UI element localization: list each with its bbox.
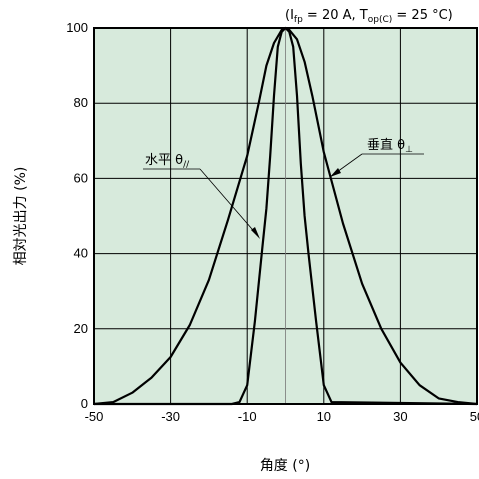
series-line-horizontal bbox=[94, 26, 478, 406]
y-tick-labels: 0 20 40 60 80 100 bbox=[66, 20, 88, 411]
y-tick-label: 100 bbox=[66, 20, 88, 35]
x-tick-label: 50 bbox=[470, 409, 479, 424]
series-label-horizontal: 水平 θ// bbox=[143, 153, 260, 239]
y-tick-label: 40 bbox=[74, 246, 88, 261]
series-label-vertical-main: 垂直 θ bbox=[367, 138, 405, 153]
condition-note: (Ifp = 20 A, Top(C) = 25 °C) bbox=[285, 8, 453, 25]
y-axis-label: 相対光出力 (%) bbox=[13, 167, 29, 266]
x-tick-label: 10 bbox=[317, 409, 331, 424]
series-label-horizontal-sub: // bbox=[183, 160, 190, 170]
series-label-horizontal-main: 水平 θ bbox=[145, 153, 183, 168]
svg-text:垂直 θ⊥: 垂直 θ⊥ bbox=[367, 138, 413, 155]
series-label-vertical-sub: ⊥ bbox=[405, 145, 413, 155]
x-tick-labels: -50 -30 -10 10 30 50 bbox=[85, 409, 479, 424]
plot-frame bbox=[93, 27, 478, 405]
x-tick-label: -10 bbox=[238, 409, 257, 424]
x-tick-label: 30 bbox=[393, 409, 407, 424]
y-tick-label: 20 bbox=[74, 321, 88, 336]
series-label-vertical-arrow bbox=[330, 168, 341, 177]
series-label-horizontal-arrow bbox=[251, 227, 260, 239]
x-axis-label: 角度 (°) bbox=[260, 458, 310, 474]
series-label-vertical: 垂直 θ⊥ bbox=[329, 138, 424, 178]
x-tick-label: -50 bbox=[85, 409, 104, 424]
y-tick-label: 0 bbox=[81, 396, 88, 411]
svg-text:水平 θ//: 水平 θ// bbox=[145, 153, 190, 170]
y-tick-label: 80 bbox=[74, 95, 88, 110]
x-tick-label: -30 bbox=[161, 409, 180, 424]
series-label-horizontal-leader bbox=[199, 168, 259, 237]
y-tick-label: 60 bbox=[74, 170, 88, 185]
